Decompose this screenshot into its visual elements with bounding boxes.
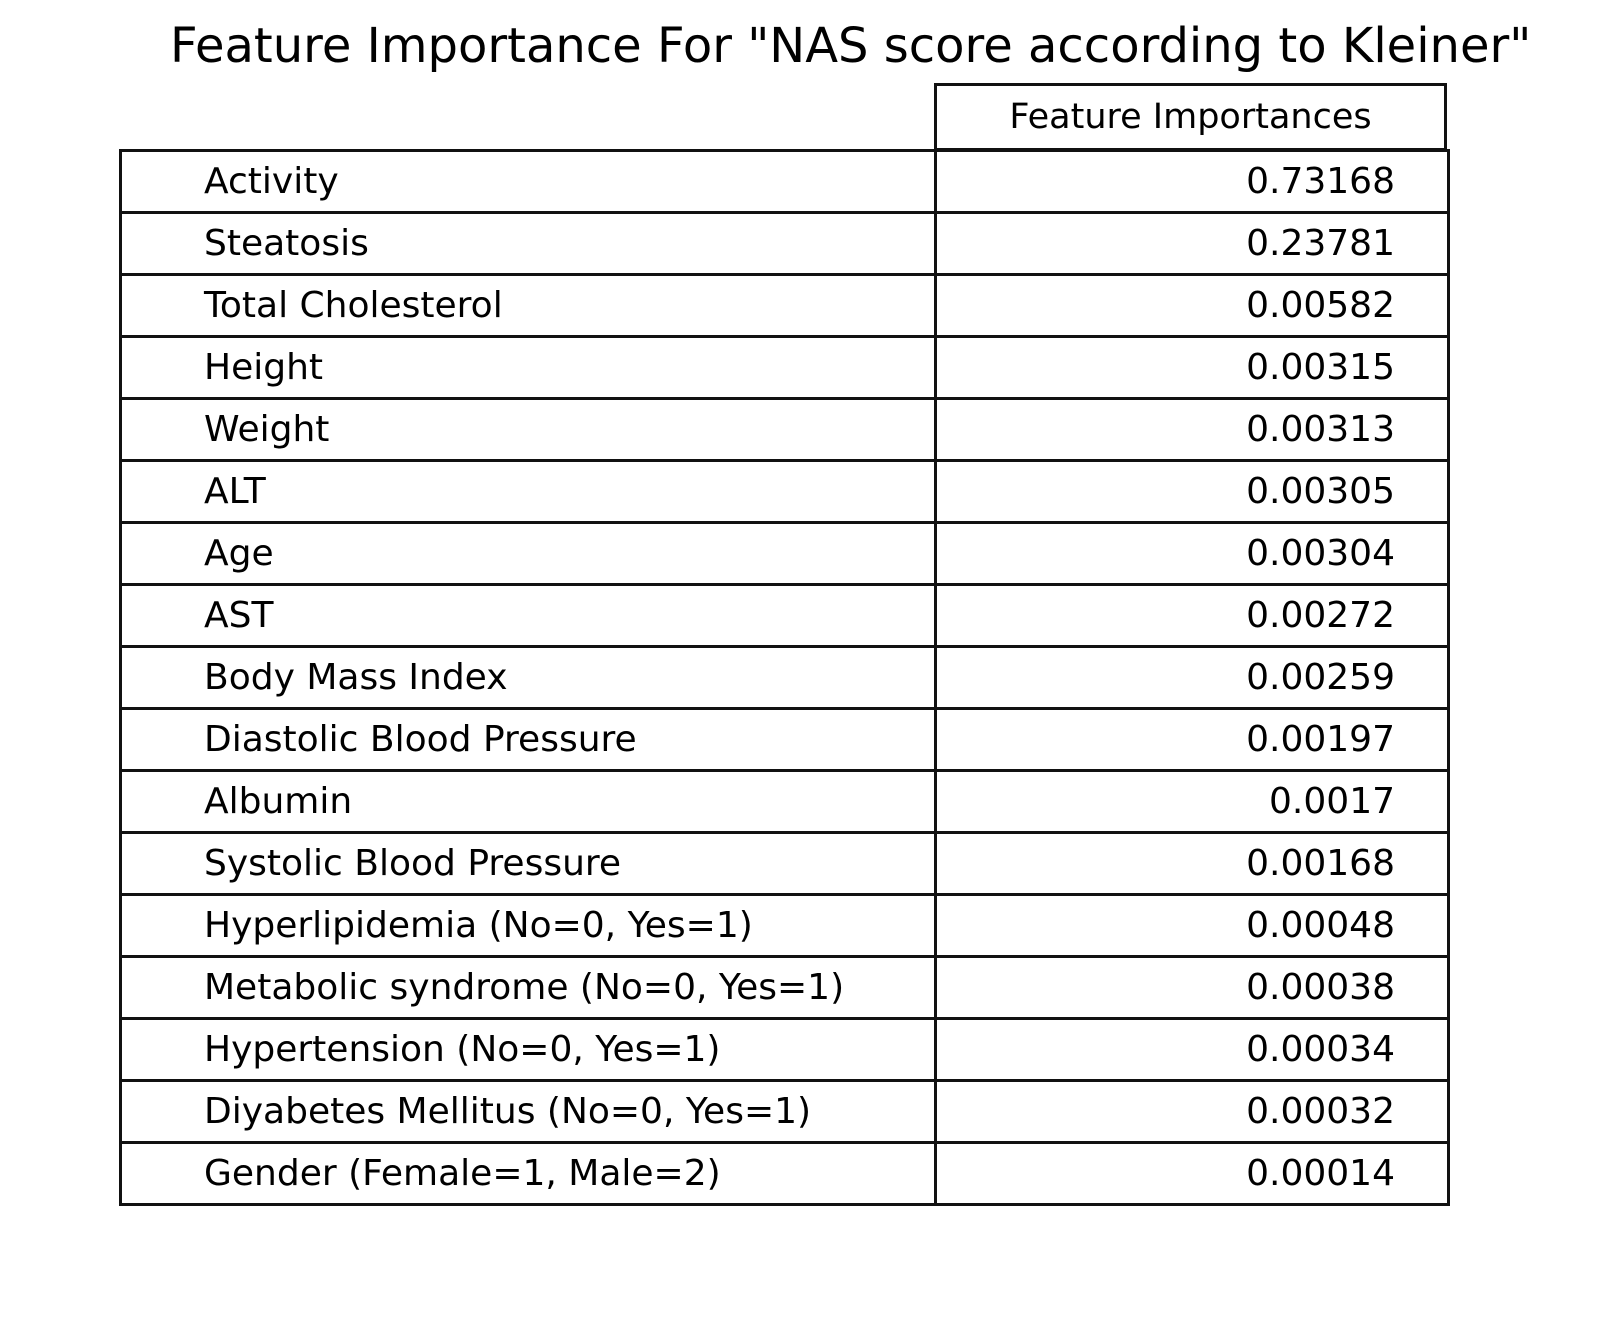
table-row: Height 0.00315 <box>119 335 1450 400</box>
table-body: Activity 0.73168 Steatosis 0.23781 Total Cho… <box>119 149 1450 1206</box>
table-row: Steatosis 0.23781 <box>119 211 1450 276</box>
feature-importance-cell: 0.00168 <box>934 831 1450 896</box>
feature-importance-cell: 0.00304 <box>934 521 1450 586</box>
feature-importance-cell: 0.00305 <box>934 459 1450 524</box>
feature-name-cell: Diastolic Blood Pressure <box>119 707 937 772</box>
feature-name-cell: ALT <box>119 459 937 524</box>
feature-name-cell: Height <box>119 335 937 400</box>
feature-importance-cell: 0.00315 <box>934 335 1450 400</box>
feature-name-cell: Hypertension (No=0, Yes=1) <box>119 1017 937 1082</box>
table-row: Albumin 0.0017 <box>119 769 1450 834</box>
table-row: Diyabetes Mellitus (No=0, Yes=1) 0.00032 <box>119 1079 1450 1144</box>
table-row: Systolic Blood Pressure 0.00168 <box>119 831 1450 896</box>
feature-importance-cell: 0.0017 <box>934 769 1450 834</box>
feature-importance-cell: 0.23781 <box>934 211 1450 276</box>
feature-importance-cell: 0.00048 <box>934 893 1450 958</box>
chart-title: Feature Importance For "NAS score accord… <box>170 18 1532 74</box>
feature-importance-cell: 0.00582 <box>934 273 1450 338</box>
feature-importance-table: Activity 0.73168 Steatosis 0.23781 Total Cho… <box>119 149 1450 1206</box>
table-row: Hypertension (No=0, Yes=1) 0.00034 <box>119 1017 1450 1082</box>
feature-name-cell: Total Cholesterol <box>119 273 937 338</box>
feature-name-cell: Hyperlipidemia (No=0, Yes=1) <box>119 893 937 958</box>
feature-name-cell: Activity <box>119 149 937 214</box>
table-row: Total Cholesterol 0.00582 <box>119 273 1450 338</box>
table-row: ALT 0.00305 <box>119 459 1450 524</box>
feature-importance-cell: 0.00197 <box>934 707 1450 772</box>
feature-name-cell: Weight <box>119 397 937 462</box>
feature-importance-cell: 0.00014 <box>934 1141 1450 1206</box>
column-header-feature-importances: Feature Importances <box>934 83 1447 151</box>
table-row: Diastolic Blood Pressure 0.00197 <box>119 707 1450 772</box>
table-row: Hyperlipidemia (No=0, Yes=1) 0.00048 <box>119 893 1450 958</box>
feature-name-cell: AST <box>119 583 937 648</box>
feature-importance-cell: 0.00313 <box>934 397 1450 462</box>
feature-name-cell: Steatosis <box>119 211 937 276</box>
table-row: Age 0.00304 <box>119 521 1450 586</box>
table-row: Activity 0.73168 <box>119 149 1450 214</box>
table-row: Body Mass Index 0.00259 <box>119 645 1450 710</box>
feature-name-cell: Age <box>119 521 937 586</box>
feature-importance-cell: 0.00034 <box>934 1017 1450 1082</box>
feature-importance-cell: 0.00272 <box>934 583 1450 648</box>
feature-name-cell: Systolic Blood Pressure <box>119 831 937 896</box>
table-row: Weight 0.00313 <box>119 397 1450 462</box>
feature-name-cell: Body Mass Index <box>119 645 937 710</box>
feature-name-cell: Albumin <box>119 769 937 834</box>
table-row: Gender (Female=1, Male=2) 0.00014 <box>119 1141 1450 1206</box>
table-row: Metabolic syndrome (No=0, Yes=1) 0.00038 <box>119 955 1450 1020</box>
feature-name-cell: Metabolic syndrome (No=0, Yes=1) <box>119 955 937 1020</box>
feature-importance-cell: 0.00259 <box>934 645 1450 710</box>
feature-importance-cell: 0.00038 <box>934 955 1450 1020</box>
feature-importance-cell: 0.00032 <box>934 1079 1450 1144</box>
feature-importance-cell: 0.73168 <box>934 149 1450 214</box>
feature-name-cell: Gender (Female=1, Male=2) <box>119 1141 937 1206</box>
feature-name-cell: Diyabetes Mellitus (No=0, Yes=1) <box>119 1079 937 1144</box>
table-row: AST 0.00272 <box>119 583 1450 648</box>
